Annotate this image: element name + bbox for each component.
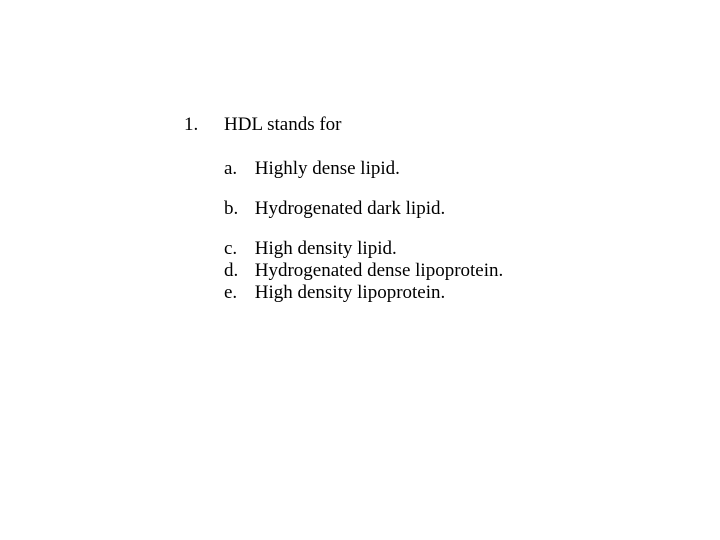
- question-number: 1.: [184, 114, 198, 136]
- option-c-text: High density lipid.: [255, 238, 397, 259]
- option-e-text: High density lipoprotein.: [255, 282, 446, 303]
- option-e: e. High density lipoprotein.: [224, 282, 445, 304]
- page: 1. HDL stands for a. Highly dense lipid.…: [0, 0, 720, 540]
- question-text: HDL stands for: [224, 114, 342, 136]
- option-d: d. Hydrogenated dense lipoprotein.: [224, 260, 503, 282]
- option-c-label: c.: [224, 238, 250, 260]
- option-b: b. Hydrogenated dark lipid.: [224, 198, 445, 220]
- option-e-label: e.: [224, 282, 250, 304]
- option-a-label: a.: [224, 158, 250, 180]
- option-d-label: d.: [224, 260, 250, 282]
- option-d-text: Hydrogenated dense lipoprotein.: [255, 260, 504, 281]
- option-a: a. Highly dense lipid.: [224, 158, 400, 180]
- option-a-text: Highly dense lipid.: [255, 158, 400, 179]
- option-b-label: b.: [224, 198, 250, 220]
- option-c: c. High density lipid.: [224, 238, 397, 260]
- option-b-text: Hydrogenated dark lipid.: [255, 198, 445, 219]
